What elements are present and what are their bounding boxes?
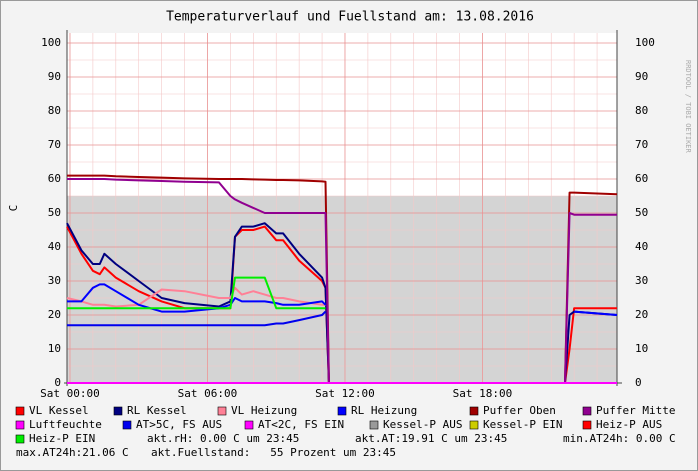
legend-swatch <box>469 406 479 416</box>
legend-swatch <box>122 420 132 430</box>
legend-swatch <box>113 406 123 416</box>
legend-label: RL Heizung <box>351 404 417 417</box>
legend-swatch <box>582 420 592 430</box>
y2-tick-label: 70 <box>635 138 648 151</box>
y-tick-label: 50 <box>48 206 61 219</box>
legend-swatch <box>337 406 347 416</box>
line <box>67 276 326 310</box>
y-tick-label: 0 <box>54 376 61 389</box>
watermark: RRDTOOL / TOBI OETIKER <box>684 60 692 154</box>
x-tick-label: Sat 18:00 <box>453 387 513 400</box>
legend-swatch <box>15 434 25 444</box>
stat-text: max.AT24h:21.06 C <box>16 446 129 459</box>
legend-label: Kessel-P AUS <box>383 418 462 431</box>
legend-label: Kessel-P EIN <box>483 418 562 431</box>
stat-text: min.AT24h: 0.00 C <box>563 432 676 445</box>
y-tick-label: 30 <box>48 274 61 287</box>
legend-label: AT<2C, FS EIN <box>258 418 344 431</box>
y-tick-label: 90 <box>48 70 61 83</box>
y2-tick-label: 80 <box>635 104 648 117</box>
legend-swatch <box>369 420 379 430</box>
line <box>67 310 327 327</box>
stat-text: akt.Fuellstand: 55 Prozent um 23:45 <box>151 446 396 459</box>
y-tick-label: 10 <box>48 342 61 355</box>
y-tick-label: 60 <box>48 172 61 185</box>
legend-swatch <box>244 420 254 430</box>
x-tick-label: Sat 12:00 <box>315 387 375 400</box>
stat-text: akt.AT:19.91 C um 23:45 <box>355 432 507 445</box>
y2-tick-label: 60 <box>635 172 648 185</box>
legend-label: AT>5C, FS AUS <box>136 418 222 431</box>
area <box>67 196 617 383</box>
legend-label: Heiz-P EIN <box>29 432 95 445</box>
legend-label: VL Kessel <box>29 404 89 417</box>
legend-label: Puffer Mitte <box>596 404 675 417</box>
y-tick-label: 70 <box>48 138 61 151</box>
line <box>67 283 618 316</box>
legend-label: Heiz-P AUS <box>596 418 662 431</box>
legend-swatch <box>582 406 592 416</box>
chart-title: Temperaturverlauf und Fuellstand am: 13.… <box>166 10 534 25</box>
y-tick-label: 40 <box>48 240 61 253</box>
y-axis-label: C <box>7 205 20 212</box>
y-tick-label: 100 <box>41 36 61 49</box>
y2-tick-label: 40 <box>635 240 648 253</box>
y2-tick-label: 90 <box>635 70 648 83</box>
y2-tick-label: 10 <box>635 342 648 355</box>
y2-tick-label: 30 <box>635 274 648 287</box>
x-tick-label: Sat 06:00 <box>178 387 238 400</box>
legend-label: Puffer Oben <box>483 404 556 417</box>
x-tick-label: Sat 00:00 <box>40 387 100 400</box>
legend-swatch <box>15 406 25 416</box>
legend-label: Luftfeuchte <box>29 418 102 431</box>
legend-label: VL Heizung <box>231 404 297 417</box>
y2-tick-label: 20 <box>635 308 648 321</box>
legend-swatch <box>15 420 25 430</box>
y2-tick-label: 100 <box>635 36 655 49</box>
stat-text: akt.rH: 0.00 C um 23:45 <box>147 432 299 445</box>
y2-tick-label: 0 <box>635 376 642 389</box>
legend-swatch <box>217 406 227 416</box>
legend-swatch <box>469 420 479 430</box>
legend-label: RL Kessel <box>127 404 187 417</box>
line <box>66 286 326 308</box>
y-tick-label: 20 <box>48 308 61 321</box>
y-tick-label: 80 <box>48 104 61 117</box>
y2-tick-label: 50 <box>635 206 648 219</box>
